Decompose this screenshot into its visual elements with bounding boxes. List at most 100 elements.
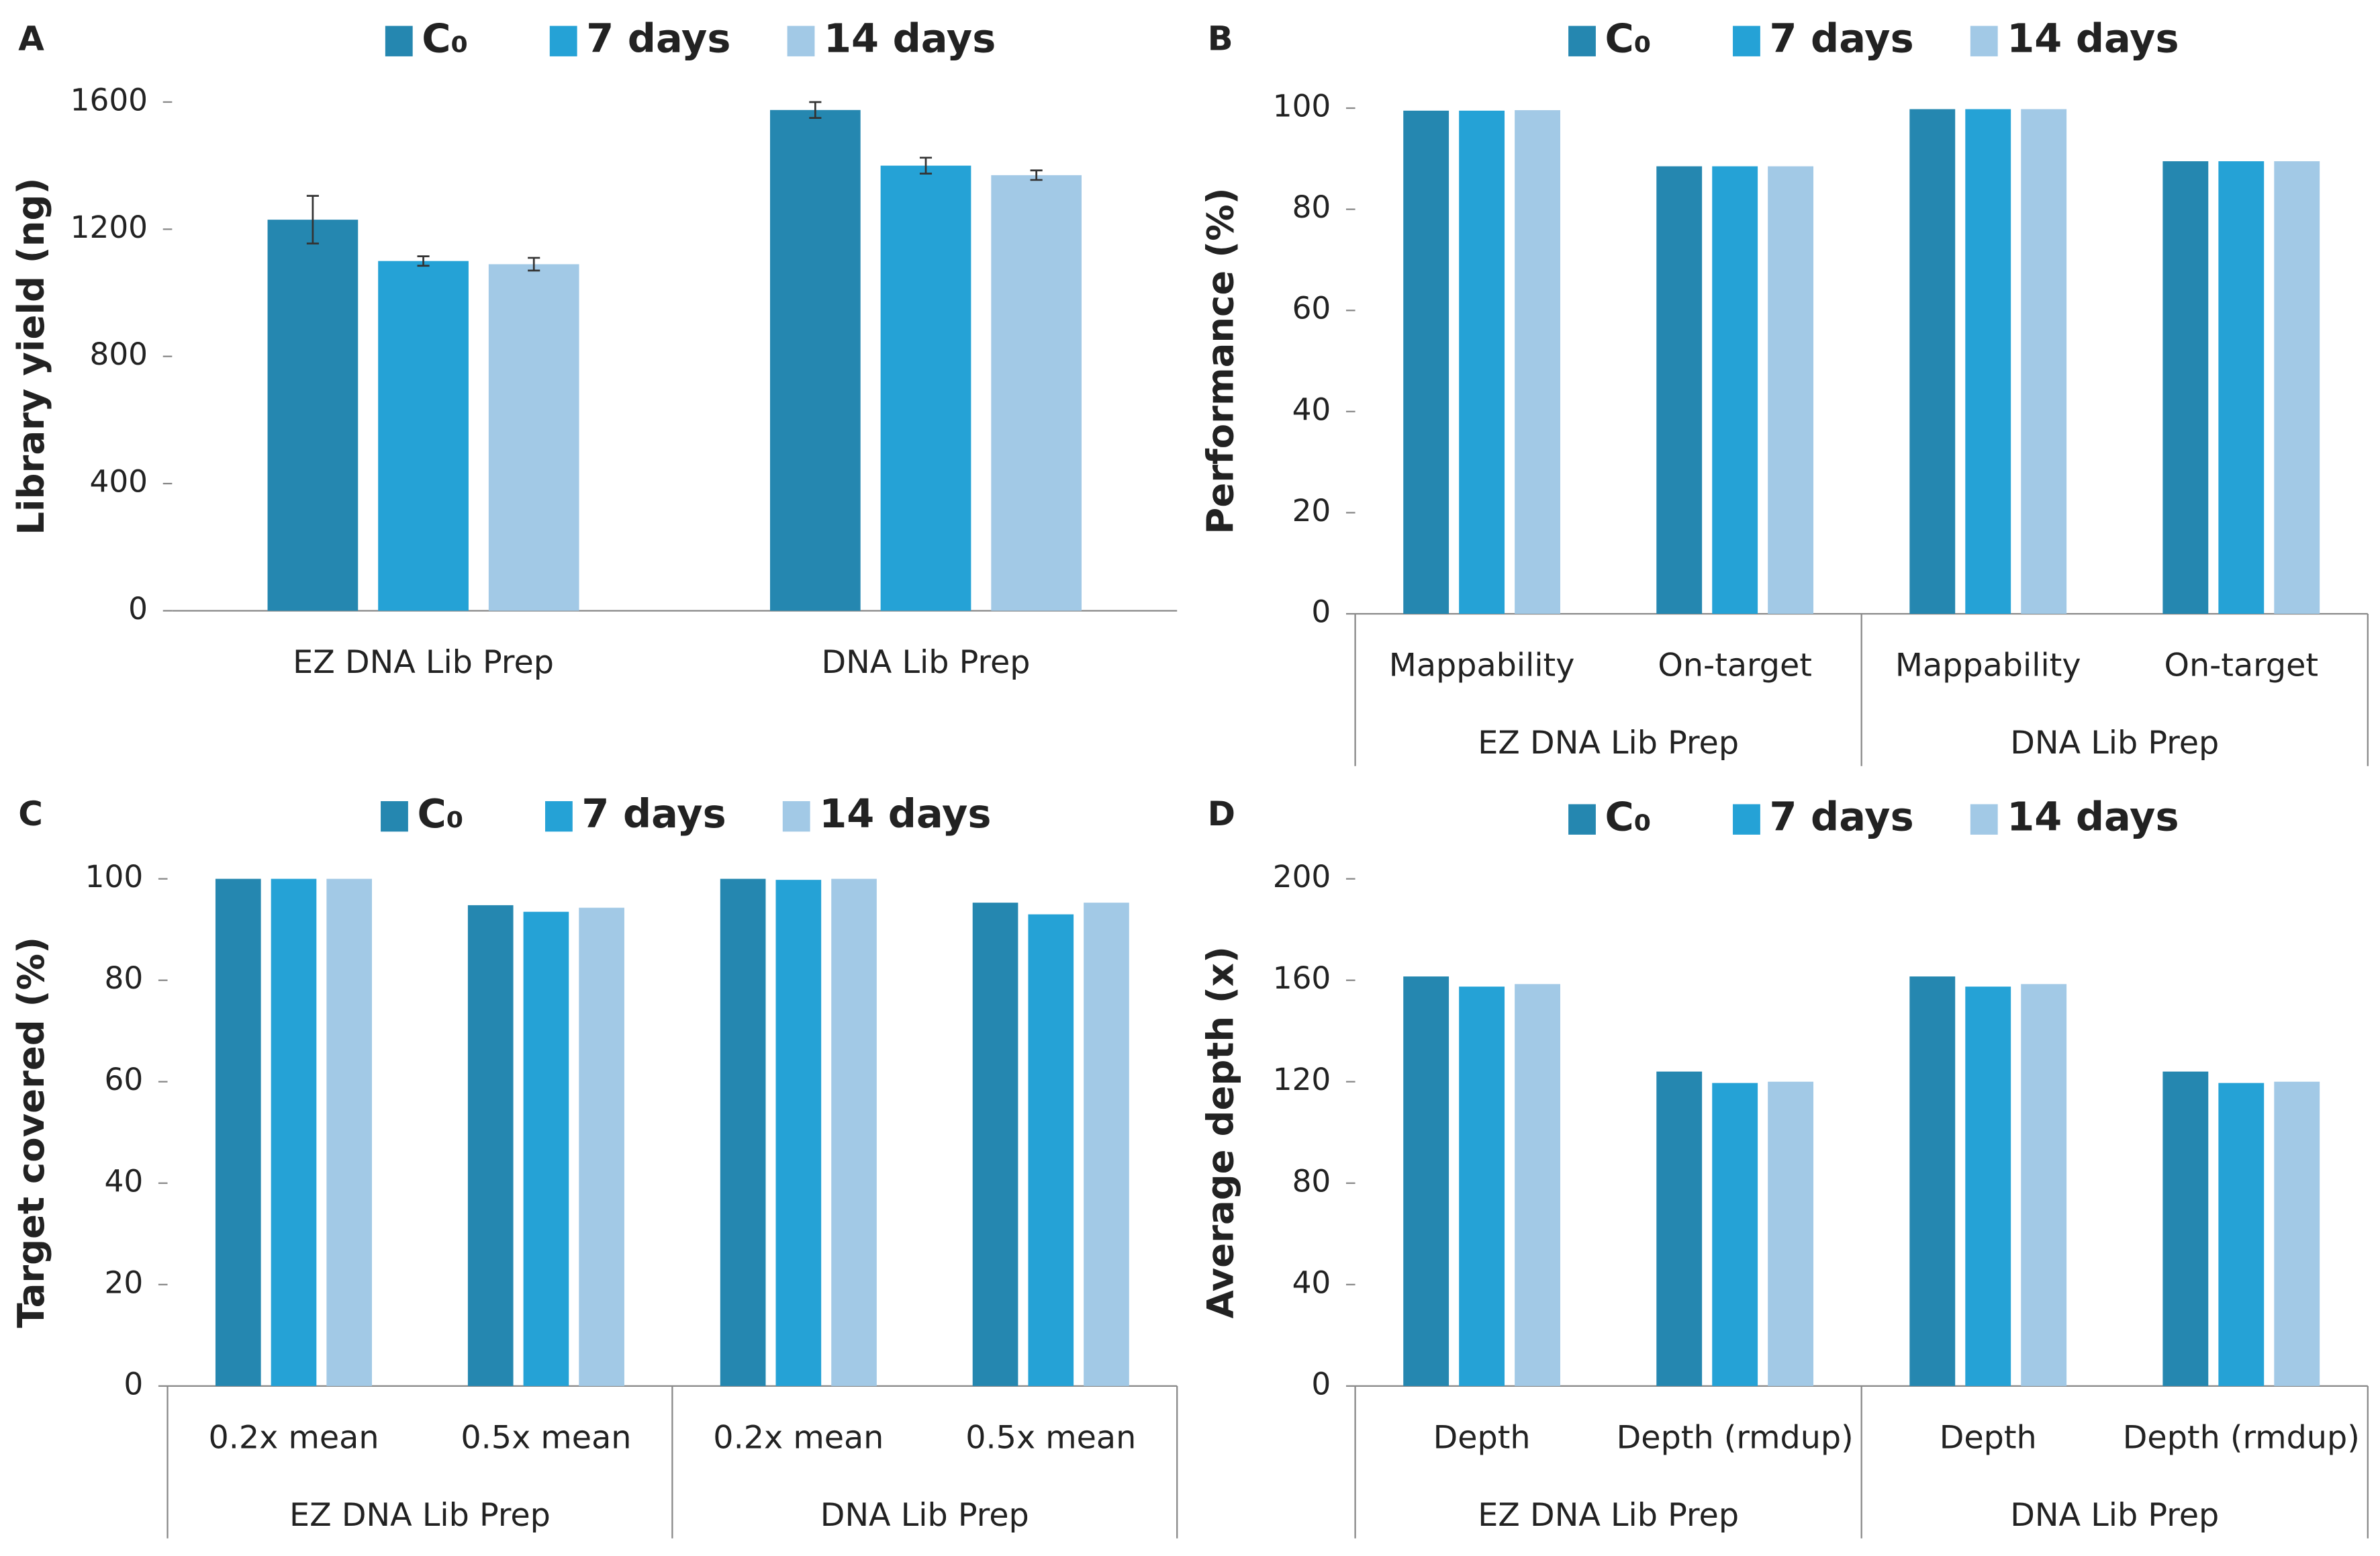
legend-swatch bbox=[385, 26, 413, 56]
bar bbox=[775, 880, 822, 1386]
y-tick-label: 0 bbox=[1311, 594, 1331, 630]
x-tick-label: Depth (rmdup) bbox=[2123, 1419, 2360, 1456]
y-axis-label: Library yield (ng) bbox=[9, 178, 52, 535]
y-tick-label: 0 bbox=[1311, 1366, 1331, 1402]
legend-swatch bbox=[782, 800, 810, 832]
legend-swatch bbox=[381, 800, 408, 832]
x-tick-label: On-target bbox=[2164, 647, 2318, 684]
legend-swatch bbox=[1733, 804, 1760, 835]
panel-label: D bbox=[1208, 794, 1235, 833]
legend-label: 7 days bbox=[1769, 793, 1913, 839]
panel-label: A bbox=[18, 19, 44, 58]
bar bbox=[2274, 1081, 2320, 1386]
bar bbox=[972, 903, 1018, 1386]
y-axis-label: Performance (%) bbox=[1198, 187, 1241, 534]
bar bbox=[467, 905, 514, 1386]
bar bbox=[1028, 914, 1074, 1386]
legend-label: 7 days bbox=[581, 790, 726, 837]
x-tick-label: 0.5x mean bbox=[461, 1419, 631, 1456]
x-tick-label: Depth (rmdup) bbox=[1617, 1419, 1854, 1456]
legend-label: 14 days bbox=[824, 15, 996, 61]
bar bbox=[831, 878, 877, 1386]
y-tick-label: 200 bbox=[1273, 859, 1331, 895]
x-tick-label: Mappability bbox=[1389, 647, 1575, 684]
y-tick-label: 40 bbox=[1292, 1265, 1331, 1300]
bar bbox=[2218, 1083, 2265, 1386]
error-bar bbox=[809, 101, 822, 119]
y-tick-label: 0 bbox=[124, 1366, 143, 1402]
panel-label: C bbox=[18, 794, 43, 833]
bar bbox=[488, 264, 579, 611]
legend-label: 7 days bbox=[586, 15, 730, 61]
legend-label: 7 days bbox=[1769, 15, 1913, 61]
y-tick-label: 80 bbox=[1292, 189, 1331, 225]
y-tick-label: 80 bbox=[1292, 1163, 1331, 1199]
x-tick-label: Mappability bbox=[1895, 647, 2081, 684]
bar bbox=[326, 878, 373, 1386]
legend-label: 14 days bbox=[2007, 793, 2179, 839]
legend-label: C₀ bbox=[1605, 793, 1652, 839]
x-tick-label: Depth bbox=[1940, 1419, 2037, 1456]
x-tick-label: 0.2x mean bbox=[713, 1419, 884, 1456]
bar bbox=[769, 109, 861, 611]
y-tick-label: 60 bbox=[1292, 291, 1331, 326]
x-tick-label: 0.5x mean bbox=[965, 1419, 1136, 1456]
y-tick-label: 100 bbox=[85, 859, 144, 895]
y-tick-label: 160 bbox=[1273, 960, 1331, 996]
y-tick-label: 20 bbox=[1292, 493, 1331, 529]
y-axis-label: Target covered (%) bbox=[9, 937, 52, 1328]
y-tick-label: 20 bbox=[105, 1265, 144, 1300]
group-label: DNA Lib Prep bbox=[2010, 1497, 2219, 1534]
x-tick-label: On-target bbox=[1658, 647, 1812, 684]
legend-swatch bbox=[1733, 26, 1760, 56]
group-label: EZ DNA Lib Prep bbox=[1478, 1497, 1739, 1534]
y-tick-label: 80 bbox=[105, 960, 144, 996]
bar bbox=[2021, 109, 2067, 614]
error-bar bbox=[306, 195, 319, 245]
panel-label: B bbox=[1208, 19, 1233, 58]
bar bbox=[579, 907, 624, 1386]
error-bar bbox=[919, 156, 933, 175]
bar bbox=[2218, 161, 2265, 614]
bar bbox=[523, 911, 569, 1386]
legend-label: C₀ bbox=[422, 15, 468, 61]
bar bbox=[2274, 161, 2320, 614]
y-tick-label: 800 bbox=[89, 336, 148, 372]
bar bbox=[2162, 161, 2209, 614]
legend-swatch bbox=[1970, 804, 1998, 835]
y-tick-label: 100 bbox=[1273, 89, 1331, 124]
group-label: DNA Lib Prep bbox=[2010, 725, 2219, 762]
bar bbox=[1909, 976, 1956, 1386]
y-tick-label: 400 bbox=[89, 464, 148, 500]
legend-swatch bbox=[1970, 26, 1998, 56]
error-bar bbox=[417, 255, 430, 267]
bar bbox=[1403, 110, 1449, 614]
legend-label: 14 days bbox=[2007, 15, 2179, 61]
y-tick-label: 0 bbox=[128, 591, 148, 627]
legend-swatch bbox=[1568, 804, 1596, 835]
y-tick-label: 60 bbox=[105, 1062, 144, 1097]
bar bbox=[1768, 166, 1814, 614]
bar bbox=[267, 220, 359, 611]
legend-swatch bbox=[544, 800, 573, 832]
bar bbox=[378, 261, 469, 611]
group-label: DNA Lib Prep bbox=[820, 1497, 1029, 1534]
legend-swatch bbox=[787, 26, 815, 56]
bar bbox=[1712, 1083, 1758, 1386]
y-tick-label: 40 bbox=[105, 1163, 144, 1199]
y-axis-label: Average depth (x) bbox=[1198, 946, 1241, 1318]
legend-label: C₀ bbox=[1605, 15, 1652, 61]
legend-swatch bbox=[1568, 26, 1596, 56]
bar bbox=[1656, 166, 1703, 614]
bar bbox=[1965, 987, 2011, 1386]
bar bbox=[1965, 109, 2011, 614]
group-label: EZ DNA Lib Prep bbox=[1478, 725, 1739, 762]
error-bar bbox=[1030, 169, 1043, 181]
bar bbox=[880, 165, 971, 611]
bar bbox=[1515, 110, 1560, 614]
x-tick-label: DNA Lib Prep bbox=[822, 644, 1031, 681]
bar bbox=[1909, 109, 1956, 614]
bar bbox=[2021, 984, 2067, 1386]
